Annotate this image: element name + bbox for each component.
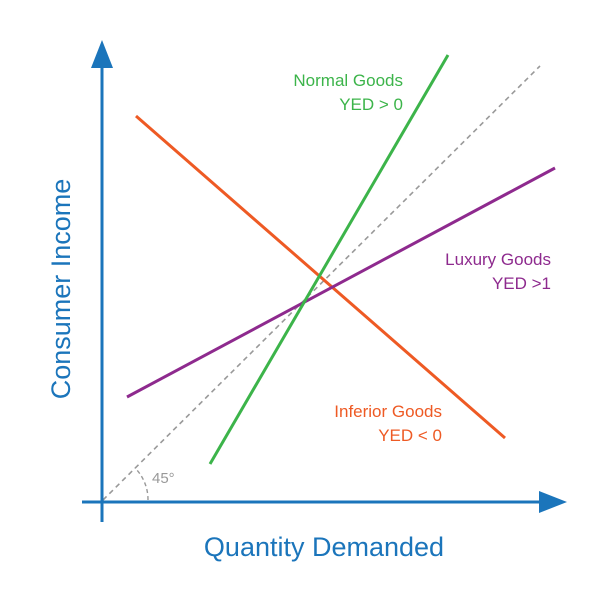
inferior-goods-label: Inferior Goods (334, 402, 442, 421)
45-degree-reference-line (102, 65, 541, 501)
luxury-goods-line (126, 166, 556, 399)
45-degree-angle-arc (134, 467, 149, 501)
x-axis-arrow-icon (539, 491, 567, 513)
normal-goods-condition: YED > 0 (339, 95, 403, 114)
normal-goods-label: Normal Goods (293, 71, 403, 90)
luxury-goods-condition: YED >1 (492, 274, 551, 293)
y-axis-arrow-icon (91, 40, 113, 68)
luxury-goods-label: Luxury Goods (445, 250, 551, 269)
normal-goods-line (208, 54, 450, 465)
y-axis-title: Consumer Income (46, 179, 76, 400)
x-axis-title: Quantity Demanded (204, 532, 444, 562)
axes (82, 40, 567, 522)
angle-label: 45° (152, 470, 175, 487)
inferior-goods-condition: YED < 0 (378, 426, 442, 445)
